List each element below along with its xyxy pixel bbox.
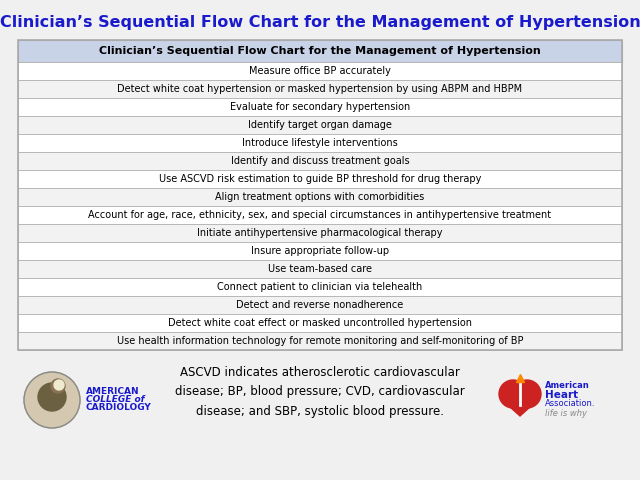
Text: Account for age, race, ethnicity, sex, and special circumstances in antihyperten: Account for age, race, ethnicity, sex, a… — [88, 210, 552, 220]
FancyBboxPatch shape — [18, 98, 622, 116]
Text: Association.: Association. — [545, 399, 595, 408]
Text: Identify and discuss treatment goals: Identify and discuss treatment goals — [230, 156, 410, 166]
FancyBboxPatch shape — [18, 314, 622, 332]
Circle shape — [24, 372, 80, 428]
Text: Heart: Heart — [545, 390, 578, 400]
Text: Align treatment options with comorbidities: Align treatment options with comorbiditi… — [216, 192, 424, 202]
Text: Connect patient to clinician via telehealth: Connect patient to clinician via telehea… — [218, 282, 422, 292]
Text: COLLEGE of: COLLEGE of — [86, 396, 145, 405]
Circle shape — [499, 380, 527, 408]
Text: Identify target organ damage: Identify target organ damage — [248, 120, 392, 130]
Text: Use ASCVD risk estimation to guide BP threshold for drug therapy: Use ASCVD risk estimation to guide BP th… — [159, 174, 481, 184]
FancyBboxPatch shape — [18, 206, 622, 224]
Text: AMERICAN: AMERICAN — [86, 387, 140, 396]
FancyBboxPatch shape — [18, 278, 622, 296]
FancyBboxPatch shape — [18, 152, 622, 170]
Text: Detect white coat effect or masked uncontrolled hypertension: Detect white coat effect or masked uncon… — [168, 318, 472, 328]
Text: Detect and reverse nonadherence: Detect and reverse nonadherence — [236, 300, 404, 310]
Text: Detect white coat hypertension or masked hypertension by using ABPM and HBPM: Detect white coat hypertension or masked… — [117, 84, 523, 94]
FancyBboxPatch shape — [18, 62, 622, 80]
Text: Introduce lifestyle interventions: Introduce lifestyle interventions — [242, 138, 398, 148]
Text: Use team-based care: Use team-based care — [268, 264, 372, 274]
Text: Initiate antihypertensive pharmacological therapy: Initiate antihypertensive pharmacologica… — [197, 228, 443, 238]
FancyBboxPatch shape — [18, 188, 622, 206]
FancyBboxPatch shape — [18, 260, 622, 278]
Text: Insure appropriate follow-up: Insure appropriate follow-up — [251, 246, 389, 256]
FancyBboxPatch shape — [18, 40, 622, 62]
Circle shape — [38, 383, 66, 411]
FancyBboxPatch shape — [18, 242, 622, 260]
FancyBboxPatch shape — [18, 80, 622, 98]
Circle shape — [513, 380, 541, 408]
Polygon shape — [500, 398, 540, 416]
Text: Evaluate for secondary hypertension: Evaluate for secondary hypertension — [230, 102, 410, 112]
FancyBboxPatch shape — [18, 170, 622, 188]
Text: Clinician’s Sequential Flow Chart for the Management of Hypertension: Clinician’s Sequential Flow Chart for th… — [99, 46, 541, 56]
Text: Clinician’s Sequential Flow Chart for the Management of Hypertension: Clinician’s Sequential Flow Chart for th… — [0, 14, 640, 29]
Circle shape — [54, 380, 64, 390]
FancyBboxPatch shape — [18, 116, 622, 134]
Text: American: American — [545, 382, 589, 391]
Circle shape — [51, 379, 65, 393]
Text: Measure office BP accurately: Measure office BP accurately — [249, 66, 391, 76]
FancyBboxPatch shape — [18, 134, 622, 152]
FancyBboxPatch shape — [18, 332, 622, 350]
Text: ASCVD indicates atherosclerotic cardiovascular
disease; BP, blood pressure; CVD,: ASCVD indicates atherosclerotic cardiova… — [175, 367, 465, 418]
FancyBboxPatch shape — [18, 296, 622, 314]
Text: life is why: life is why — [545, 408, 587, 418]
Text: Use health information technology for remote monitoring and self-monitoring of B: Use health information technology for re… — [116, 336, 524, 346]
FancyBboxPatch shape — [18, 224, 622, 242]
Text: CARDIOLOGY: CARDIOLOGY — [86, 404, 152, 412]
